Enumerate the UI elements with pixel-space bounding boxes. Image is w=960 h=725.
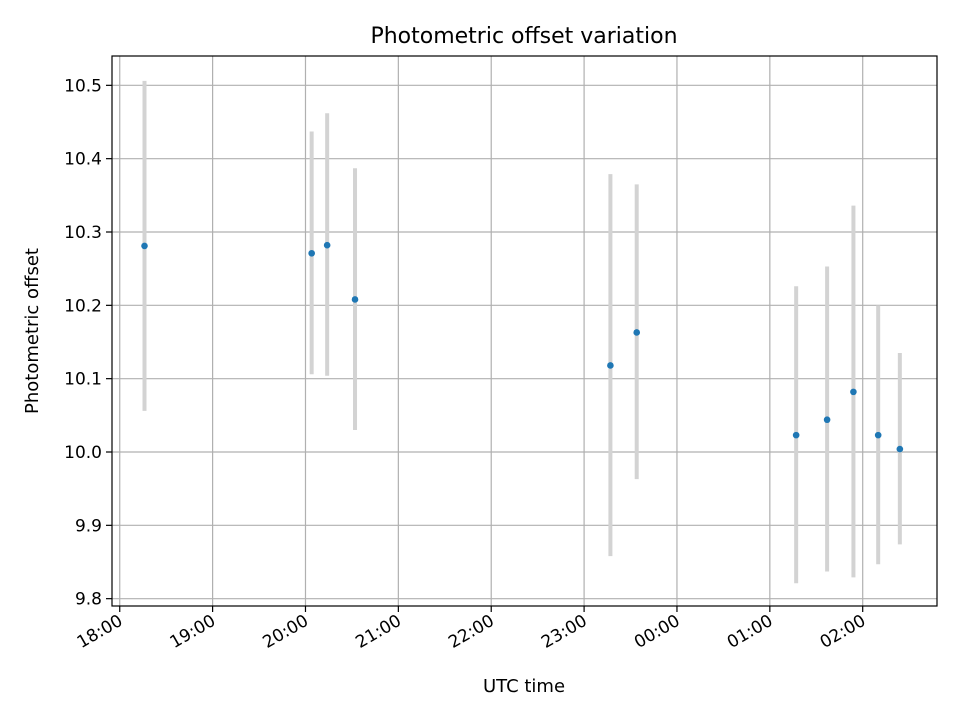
y-tick-label: 10.5 [64, 76, 102, 96]
y-tick-label: 10.2 [64, 296, 102, 316]
x-tick-label: 02:00 [817, 611, 869, 653]
y-tick-label: 9.9 [75, 516, 102, 536]
data-point [896, 445, 904, 453]
y-tick-label: 10.1 [64, 370, 102, 390]
grid-lines [112, 56, 937, 606]
data-points [141, 241, 904, 453]
x-axis-ticks: 18:00 19:00 20:00 21:00 22:00 23:00 00:00 01:00… [74, 606, 869, 653]
data-point [607, 362, 614, 369]
data-point [308, 249, 315, 257]
data-point [633, 329, 641, 336]
data-point [823, 416, 831, 424]
error-bars [142, 80, 902, 584]
data-point [850, 388, 857, 396]
y-tick-label: 10.0 [64, 443, 102, 463]
y-tick-label: 9.8 [75, 590, 102, 610]
x-tick-label: 01:00 [724, 611, 776, 653]
data-point [874, 431, 882, 439]
x-tick-label: 22:00 [445, 611, 497, 653]
y-axis-ticks: 9.8 9.9 10.0 10.1 10.2 10.3 10.4 10.5 [64, 76, 112, 610]
chart-title: Photometric offset variation [370, 24, 677, 49]
x-tick-label: 23:00 [538, 611, 590, 653]
x-tick-label: 20:00 [260, 611, 312, 653]
data-point [141, 242, 148, 250]
x-tick-label: 19:00 [167, 611, 219, 653]
data-point [323, 241, 331, 249]
x-axis-label: UTC time [483, 676, 565, 697]
x-tick-label: 21:00 [352, 611, 404, 653]
data-point [792, 431, 800, 439]
plot-frame [111, 55, 938, 607]
x-tick-label: 00:00 [631, 611, 683, 653]
y-axis-label: Photometric offset [22, 248, 43, 414]
data-point [351, 296, 359, 303]
y-tick-label: 10.4 [64, 150, 102, 170]
x-tick-label: 18:00 [74, 611, 126, 653]
y-tick-label: 10.3 [64, 223, 102, 243]
